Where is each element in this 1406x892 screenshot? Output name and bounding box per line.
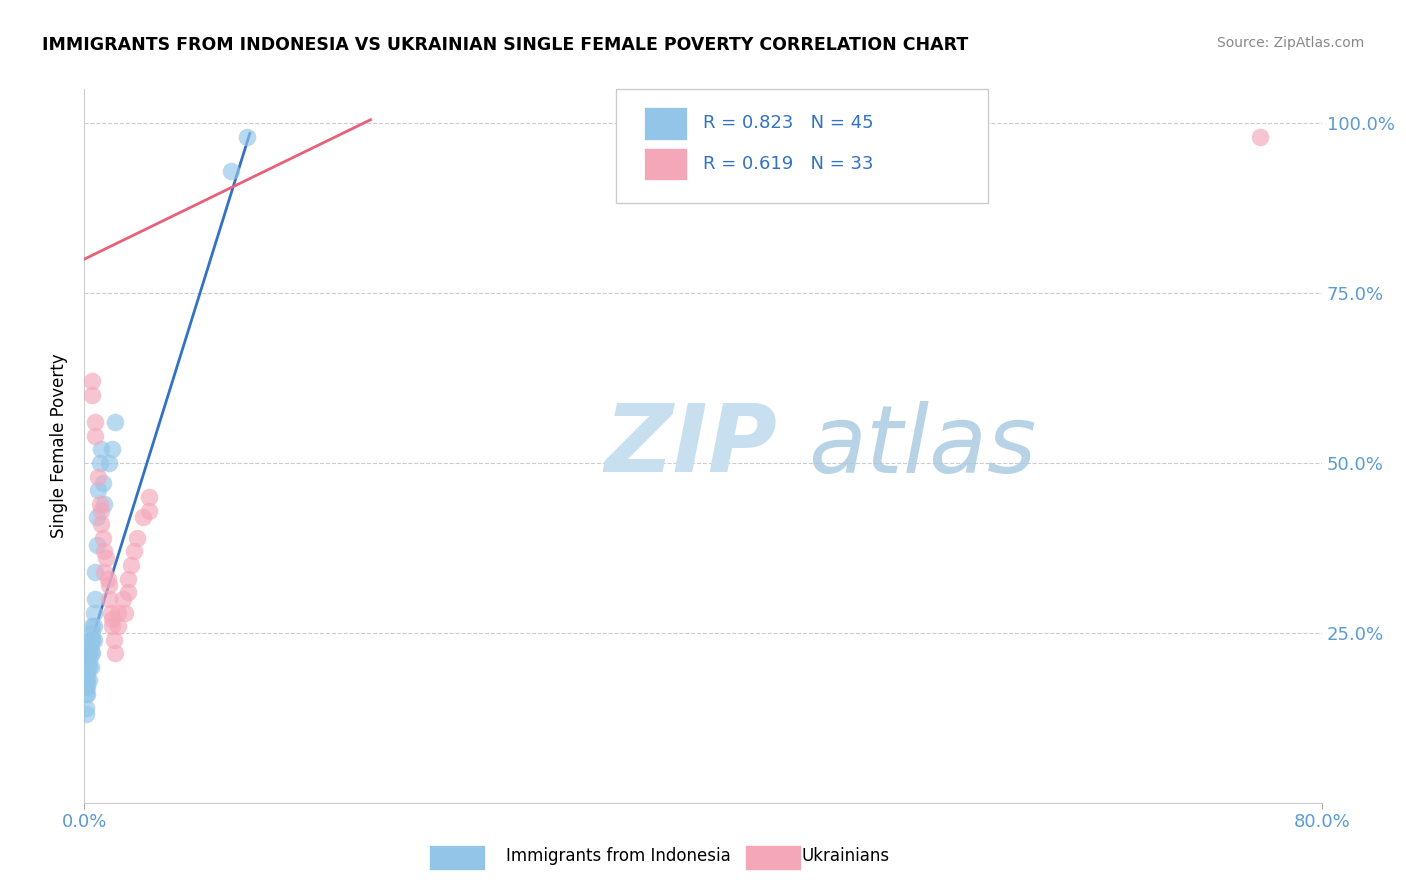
Point xyxy=(76,673,98,688)
Point xyxy=(132,510,155,524)
Point xyxy=(138,503,160,517)
Point xyxy=(94,551,117,566)
Point xyxy=(75,700,97,714)
Point xyxy=(75,687,97,701)
Point xyxy=(90,503,112,517)
Text: ZIP: ZIP xyxy=(605,400,778,492)
Point xyxy=(93,544,115,558)
Point xyxy=(82,619,104,633)
Bar xyxy=(644,148,688,180)
Point xyxy=(138,490,160,504)
Point xyxy=(82,632,104,647)
Point xyxy=(79,660,101,674)
Point xyxy=(84,429,107,443)
Point xyxy=(76,687,98,701)
Point xyxy=(76,660,98,674)
Text: Ukrainians: Ukrainians xyxy=(801,847,890,865)
Point xyxy=(75,707,97,722)
Point xyxy=(77,660,100,674)
Point xyxy=(75,680,97,694)
Point xyxy=(79,646,101,660)
Point xyxy=(104,646,127,660)
Point xyxy=(87,469,110,483)
Point xyxy=(125,531,148,545)
Point xyxy=(101,619,124,633)
Text: R = 0.823   N = 45: R = 0.823 N = 45 xyxy=(703,114,873,132)
Point xyxy=(84,415,107,429)
Y-axis label: Single Female Poverty: Single Female Poverty xyxy=(51,354,69,538)
Point xyxy=(1249,129,1271,144)
Point xyxy=(75,666,97,681)
Point xyxy=(76,666,98,681)
Point xyxy=(104,415,127,429)
Point xyxy=(97,572,120,586)
Point xyxy=(79,632,101,647)
Text: Immigrants from Indonesia: Immigrants from Indonesia xyxy=(506,847,731,865)
Point xyxy=(82,646,104,660)
Point xyxy=(76,646,98,660)
Point xyxy=(86,537,108,551)
Point xyxy=(90,517,112,532)
Bar xyxy=(644,107,688,139)
Point xyxy=(84,591,107,606)
Text: R = 0.619   N = 33: R = 0.619 N = 33 xyxy=(703,155,873,173)
Point xyxy=(98,591,121,606)
Point xyxy=(117,572,139,586)
Text: Source: ZipAtlas.com: Source: ZipAtlas.com xyxy=(1216,36,1364,50)
Point xyxy=(89,456,111,470)
Point xyxy=(75,673,97,688)
Point xyxy=(120,558,142,572)
Point xyxy=(98,578,121,592)
Point xyxy=(83,619,105,633)
Point xyxy=(117,585,139,599)
Point xyxy=(77,646,100,660)
Point xyxy=(112,591,135,606)
Point xyxy=(236,129,259,144)
Point xyxy=(93,497,115,511)
Point xyxy=(84,565,107,579)
Point xyxy=(101,442,124,457)
Point xyxy=(76,653,98,667)
Point xyxy=(76,680,98,694)
Point xyxy=(98,456,121,470)
Point xyxy=(107,619,129,633)
FancyBboxPatch shape xyxy=(616,89,987,203)
Point xyxy=(83,606,105,620)
Point xyxy=(87,483,110,498)
Point xyxy=(93,565,115,579)
Point xyxy=(221,163,243,178)
Text: atlas: atlas xyxy=(808,401,1036,491)
Point xyxy=(75,653,97,667)
Point xyxy=(77,640,100,654)
Point xyxy=(101,612,124,626)
Point xyxy=(82,375,104,389)
Point xyxy=(91,531,114,545)
Point xyxy=(86,510,108,524)
Point xyxy=(77,653,100,667)
Point xyxy=(79,640,101,654)
Point xyxy=(103,632,125,647)
Point xyxy=(82,626,104,640)
Text: IMMIGRANTS FROM INDONESIA VS UKRAINIAN SINGLE FEMALE POVERTY CORRELATION CHART: IMMIGRANTS FROM INDONESIA VS UKRAINIAN S… xyxy=(42,36,969,54)
Point xyxy=(122,544,145,558)
Point xyxy=(114,606,136,620)
Point xyxy=(77,673,100,688)
Point xyxy=(90,442,112,457)
Point xyxy=(89,497,111,511)
Point xyxy=(91,476,114,491)
Point xyxy=(100,606,122,620)
Point xyxy=(107,606,129,620)
Point xyxy=(82,388,104,402)
Point xyxy=(83,632,105,647)
Point xyxy=(75,660,97,674)
